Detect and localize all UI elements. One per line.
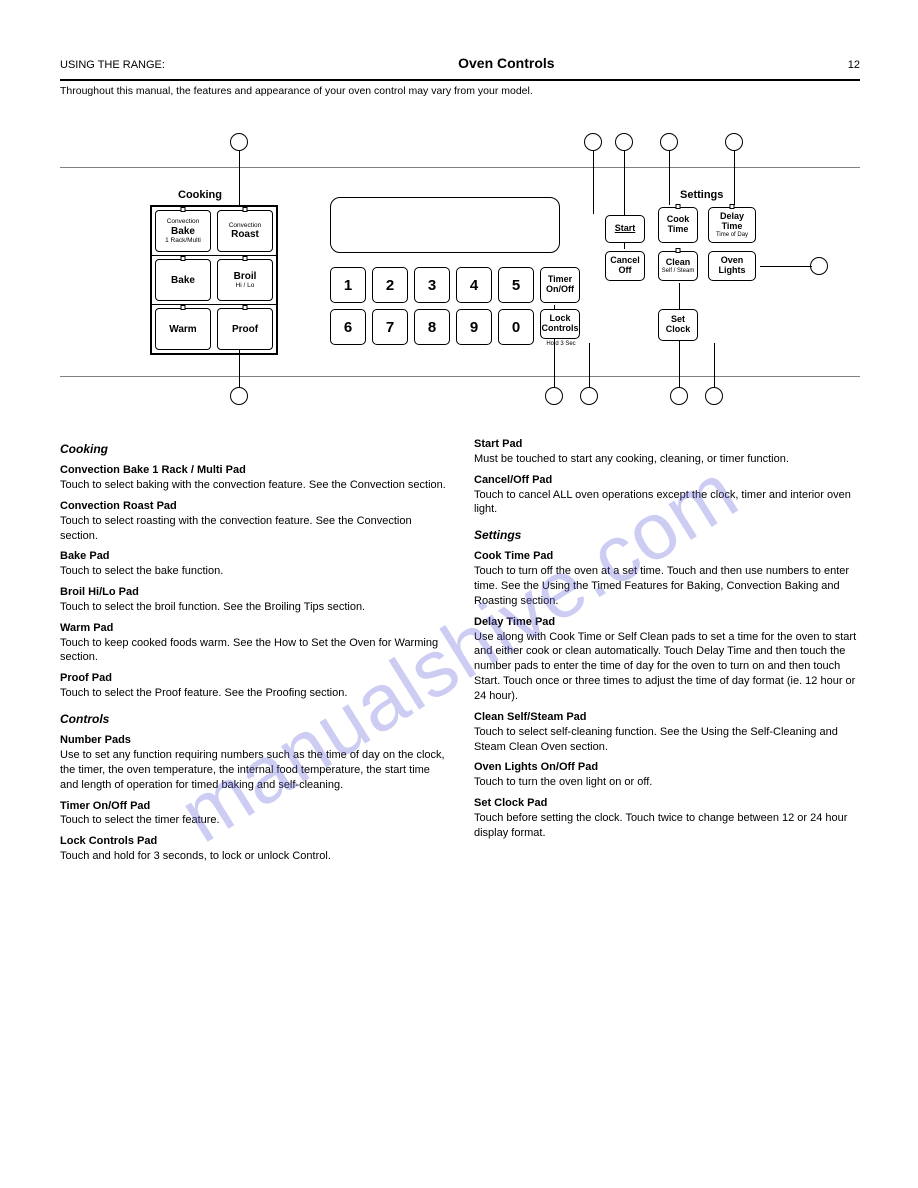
callout-circle bbox=[705, 387, 723, 405]
item-desc: Use along with Cook Time or Self Clean p… bbox=[474, 630, 860, 704]
callout-circle bbox=[545, 387, 563, 405]
num-2[interactable]: 2 bbox=[372, 267, 408, 303]
item-desc: Touch before setting the clock. Touch tw… bbox=[474, 811, 860, 841]
right-column: Start Pad Must be touched to start any c… bbox=[474, 431, 860, 866]
panel-note: Throughout this manual, the features and… bbox=[60, 85, 860, 97]
num-8[interactable]: 8 bbox=[414, 309, 450, 345]
item-title: Set Clock Pad bbox=[474, 796, 860, 811]
callout-circle bbox=[580, 387, 598, 405]
control-panel-diagram: Cooking Settings ConvectionBake1 Rack/Mu… bbox=[60, 107, 860, 407]
conv-roast-button[interactable]: ConvectionRoast bbox=[217, 210, 273, 252]
item-desc: Touch to select the broil function. See … bbox=[60, 600, 446, 615]
num-7[interactable]: 7 bbox=[372, 309, 408, 345]
oven-lights-button[interactable]: OvenLights bbox=[708, 251, 756, 281]
item-desc: Touch to select baking with the convecti… bbox=[60, 478, 446, 493]
item-desc: Touch to select roasting with the convec… bbox=[60, 514, 446, 544]
timer-button[interactable]: TimerOn/Off bbox=[540, 267, 580, 303]
item-title: Oven Lights On/Off Pad bbox=[474, 760, 860, 775]
cooking-buttons-group: ConvectionBake1 Rack/Multi ConvectionRoa… bbox=[150, 205, 278, 355]
description-columns: Cooking Convection Bake 1 Rack / Multi P… bbox=[60, 431, 860, 866]
num-5[interactable]: 5 bbox=[498, 267, 534, 303]
callout-line bbox=[593, 151, 594, 214]
item-title: Number Pads bbox=[60, 733, 446, 748]
item-title: Convection Roast Pad bbox=[60, 499, 446, 514]
warm-button[interactable]: Warm bbox=[155, 308, 211, 350]
callout-line bbox=[239, 151, 240, 205]
callout-circle bbox=[810, 257, 828, 275]
item-title: Cook Time Pad bbox=[474, 549, 860, 564]
item-title: Delay Time Pad bbox=[474, 615, 860, 630]
delay-time-button[interactable]: DelayTimeTime of Day bbox=[708, 207, 756, 243]
item-desc: Touch to select self-cleaning function. … bbox=[474, 725, 860, 755]
item-desc: Use to set any function requiring number… bbox=[60, 748, 446, 793]
callout-line bbox=[760, 266, 812, 267]
item-desc: Touch to select the Proof feature. See t… bbox=[60, 686, 446, 701]
item-title: Bake Pad bbox=[60, 549, 446, 564]
cooking-subhead: Cooking bbox=[60, 441, 446, 457]
callout-circle bbox=[660, 133, 678, 151]
num-6[interactable]: 6 bbox=[330, 309, 366, 345]
item-desc: Touch to select the timer feature. bbox=[60, 813, 446, 828]
callout-line bbox=[669, 151, 670, 205]
item-title: Proof Pad bbox=[60, 671, 446, 686]
header-center: Oven Controls bbox=[458, 55, 554, 71]
proof-button[interactable]: Proof bbox=[217, 308, 273, 350]
item-title: Broil Hi/Lo Pad bbox=[60, 585, 446, 600]
numpad: 1 2 3 4 5 6 7 8 9 0 bbox=[330, 267, 534, 345]
callout-circle bbox=[670, 387, 688, 405]
item-title: Clean Self/Steam Pad bbox=[474, 710, 860, 725]
num-1[interactable]: 1 bbox=[330, 267, 366, 303]
oven-display bbox=[330, 197, 560, 253]
num-9[interactable]: 9 bbox=[456, 309, 492, 345]
item-title: Timer On/Off Pad bbox=[60, 799, 446, 814]
set-clock-button[interactable]: SetClock bbox=[658, 309, 698, 341]
item-desc: Touch and hold for 3 seconds, to lock or… bbox=[60, 849, 446, 864]
item-title: Lock Controls Pad bbox=[60, 834, 446, 849]
callout-circle bbox=[230, 387, 248, 405]
item-desc: Touch to turn off the oven at a set time… bbox=[474, 564, 860, 609]
callout-circle bbox=[615, 133, 633, 151]
num-3[interactable]: 3 bbox=[414, 267, 450, 303]
callout-line bbox=[734, 151, 735, 205]
num-4[interactable]: 4 bbox=[456, 267, 492, 303]
callout-circle bbox=[230, 133, 248, 151]
item-desc: Touch to cancel ALL oven operations exce… bbox=[474, 488, 860, 518]
num-0[interactable]: 0 bbox=[498, 309, 534, 345]
page-number: 12 bbox=[848, 59, 860, 71]
item-desc: Touch to keep cooked foods warm. See the… bbox=[60, 636, 446, 666]
lock-controls-button[interactable]: LockControls bbox=[540, 309, 580, 339]
left-column: Cooking Convection Bake 1 Rack / Multi P… bbox=[60, 431, 446, 866]
item-title: Cancel/Off Pad bbox=[474, 473, 860, 488]
controls-subhead: Controls bbox=[60, 711, 446, 727]
start-button[interactable]: Start bbox=[605, 215, 645, 243]
bake-button[interactable]: Bake bbox=[155, 259, 211, 301]
callout-line bbox=[589, 343, 590, 387]
callout-line bbox=[714, 343, 715, 387]
callout-circle bbox=[725, 133, 743, 151]
header-left: USING THE RANGE: bbox=[60, 59, 165, 71]
broil-button[interactable]: BroilHi / Lo bbox=[217, 259, 273, 301]
item-title: Convection Bake 1 Rack / Multi Pad bbox=[60, 463, 446, 478]
cooking-label: Cooking bbox=[178, 189, 222, 201]
clean-button[interactable]: CleanSelf / Steam bbox=[658, 251, 698, 281]
conv-bake-button[interactable]: ConvectionBake1 Rack/Multi bbox=[155, 210, 211, 252]
item-desc: Must be touched to start any cooking, cl… bbox=[474, 452, 860, 467]
item-title: Warm Pad bbox=[60, 621, 446, 636]
item-title: Start Pad bbox=[474, 437, 860, 452]
top-rule bbox=[60, 79, 860, 81]
lock-hint: Hold 3 Sec bbox=[542, 341, 580, 347]
settings-label: Settings bbox=[680, 189, 723, 201]
item-desc: Touch to select the bake function. bbox=[60, 564, 446, 579]
cook-time-button[interactable]: CookTime bbox=[658, 207, 698, 243]
cancel-button[interactable]: CancelOff bbox=[605, 251, 645, 281]
item-desc: Touch to turn the oven light on or off. bbox=[474, 775, 860, 790]
settings-subhead: Settings bbox=[474, 527, 860, 543]
callout-circle bbox=[584, 133, 602, 151]
